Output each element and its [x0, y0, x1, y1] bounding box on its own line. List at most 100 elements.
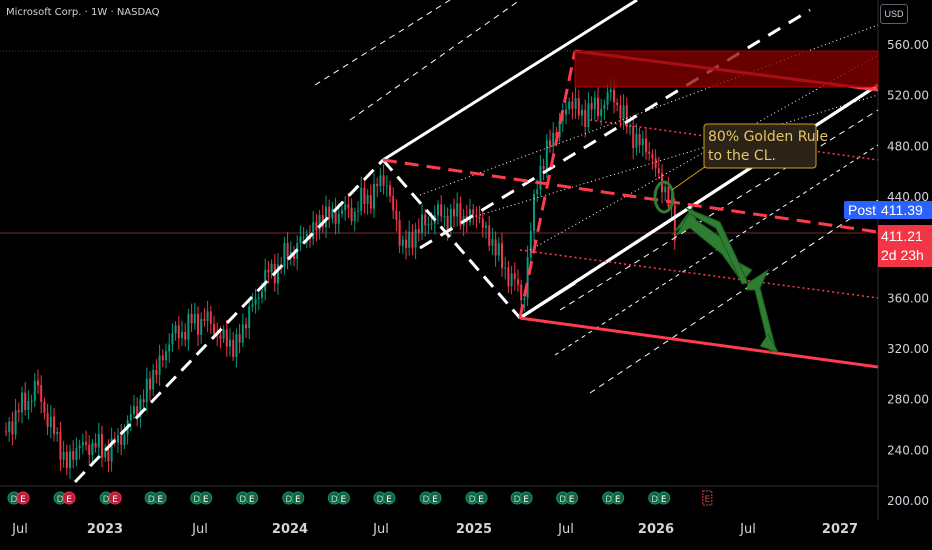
- warning-line-2[interactable]: [589, 199, 879, 394]
- candle-body: [389, 185, 391, 197]
- currency-button[interactable]: USD: [880, 4, 908, 24]
- candle-body: [21, 392, 23, 413]
- candle-body: [251, 304, 254, 307]
- dotted-parallel-3[interactable]: [479, 94, 879, 216]
- earnings-marker-label: E: [295, 495, 301, 505]
- candle-body: [94, 442, 97, 448]
- candle-body: [299, 236, 302, 243]
- post-badge-bg: Post: [844, 201, 878, 219]
- candle-body: [337, 213, 340, 224]
- pitchfork-handle[interactable]: [381, 159, 522, 319]
- candle-body: [645, 138, 647, 152]
- candle-body: [270, 263, 273, 273]
- candle-body: [171, 333, 174, 345]
- candle-body: [158, 355, 161, 375]
- dotted-parallel-1[interactable]: [419, 24, 879, 196]
- candle-body: [414, 229, 417, 248]
- candle-body: [501, 243, 503, 269]
- red-median-line[interactable]: [382, 158, 879, 234]
- candle-body: [571, 101, 574, 109]
- projection-arrow-head-2[interactable]: [759, 333, 780, 353]
- candle-body: [629, 126, 631, 128]
- price-axis[interactable]: 560.00520.00480.00440.00400.00360.00320.…: [887, 38, 929, 508]
- dividend-marker-label: D: [559, 495, 566, 505]
- upper-warning-line-1[interactable]: [314, 0, 451, 86]
- price-tick-label: 240.00: [887, 443, 929, 457]
- candle-body: [568, 101, 571, 110]
- candle-body: [437, 204, 439, 216]
- candle-body: [293, 252, 295, 259]
- candle-body: [248, 306, 251, 329]
- candle-body: [523, 298, 526, 301]
- earnings-marker-label: E: [112, 495, 118, 505]
- test-ellipse[interactable]: [653, 180, 675, 214]
- symbol-name[interactable]: Microsoft Corp.: [6, 7, 82, 18]
- upper-warning-line-2[interactable]: [349, 0, 521, 121]
- candle-body: [91, 442, 94, 455]
- candle-body: [609, 89, 612, 93]
- candle-body: [219, 335, 222, 339]
- projection-arrow-head-1[interactable]: [671, 204, 695, 236]
- candle-body: [331, 208, 334, 219]
- candle-body: [392, 196, 395, 211]
- candle-body: [168, 344, 171, 352]
- candle-body: [142, 399, 145, 403]
- candle-body: [485, 225, 487, 228]
- candle-body: [184, 331, 187, 340]
- candle-body: [405, 239, 407, 248]
- dividend-marker-label: D: [423, 495, 430, 505]
- pitchfork-upper-tine[interactable]: [382, 0, 638, 162]
- pitchfork-lower-tine[interactable]: [73, 158, 385, 484]
- candle-body: [478, 217, 481, 219]
- candle-body: [488, 225, 491, 246]
- candle-body: [593, 97, 596, 110]
- red-handle[interactable]: [518, 50, 577, 319]
- projection-arrow-shaft[interactable]: [685, 207, 749, 285]
- candle-body: [347, 204, 350, 208]
- time-tick-label: 2024: [272, 522, 308, 537]
- candle-body: [65, 451, 68, 468]
- candle-body: [597, 97, 599, 117]
- price-tick-label: 280.00: [887, 393, 929, 407]
- candle-body: [507, 267, 510, 287]
- pitchfork-median-lower[interactable]: [519, 83, 879, 320]
- dividend-marker-label: D: [376, 495, 383, 505]
- candle-body: [491, 239, 494, 246]
- candle-body: [446, 215, 449, 231]
- candle-body: [581, 109, 583, 116]
- candle-body: [97, 434, 100, 448]
- interval-label[interactable]: 1W: [91, 7, 108, 18]
- dividend-marker-label: D: [285, 495, 292, 505]
- earnings-marker-label: E: [661, 495, 667, 505]
- chart-header: Microsoft Corp. · 1W · NASDAQ: [6, 7, 160, 18]
- time-tick-label: 2026: [638, 522, 674, 537]
- time-tick-label: Jul: [739, 522, 756, 537]
- candle-body: [654, 158, 657, 169]
- pitchfork-median-line[interactable]: [419, 8, 811, 250]
- time-axis[interactable]: Jul 2023 Jul 2024 Jul 2025 Jul 2026 Jul 2027: [11, 522, 858, 537]
- time-tick-label: Jul: [372, 522, 389, 537]
- candle-body: [613, 89, 615, 103]
- dividend-marker-label: D: [103, 495, 110, 505]
- golden-rule-note[interactable]: 80% Golden Rule to the CL.: [671, 123, 828, 191]
- candle-body: [155, 369, 158, 375]
- earnings-marker-icon: [519, 491, 533, 505]
- red-dotted-lower[interactable]: [519, 249, 879, 299]
- pitchfork-drawing[interactable]: [73, 0, 879, 484]
- header-separator: ·: [84, 7, 88, 18]
- header-separator: ·: [110, 7, 114, 18]
- candle-body: [152, 369, 155, 390]
- candle-body: [59, 432, 62, 460]
- candle-body: [561, 114, 564, 121]
- note-box[interactable]: [703, 123, 817, 169]
- candle-body: [305, 234, 308, 237]
- candle-body: [136, 406, 139, 417]
- candle-body: [542, 166, 545, 169]
- candle-body: [533, 193, 535, 231]
- red-lower-line[interactable]: [519, 316, 879, 369]
- candle-body: [277, 264, 279, 284]
- candle-body: [14, 410, 17, 435]
- resistance-box[interactable]: [574, 50, 879, 88]
